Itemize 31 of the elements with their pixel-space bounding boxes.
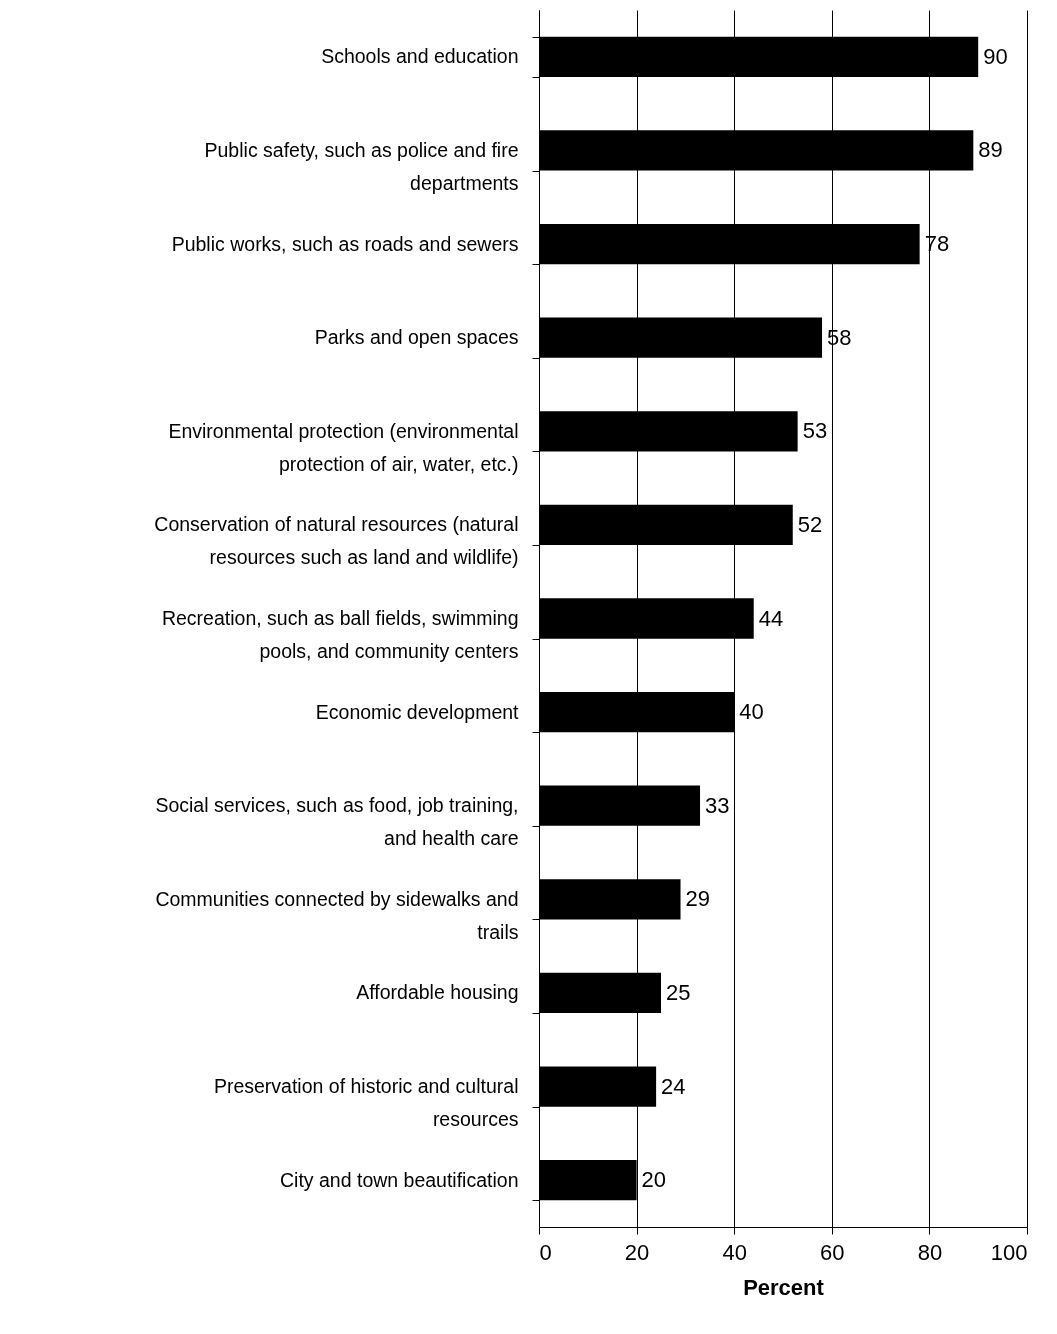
- data-label: 89: [978, 137, 1003, 163]
- data-label: 44: [758, 605, 784, 631]
- y-tick-label: Economic development: [315, 700, 520, 723]
- data-label: 24: [661, 1073, 686, 1099]
- y-tick-label: Preservation of historic and cultural resources: [213, 1075, 519, 1131]
- data-label: 33: [705, 792, 730, 818]
- y-tick-label: Public safety, such as police and fire departments: [204, 138, 519, 194]
- y-tick-label: Affordable housing: [356, 981, 519, 1004]
- y-tick-label: Schools and education: [321, 45, 519, 68]
- data-label: 40: [739, 699, 764, 725]
- y-tick-label: Social services, such as food, job training, and health care: [155, 794, 519, 850]
- x-tick-label: 20: [624, 1239, 650, 1265]
- y-tick-label: City and town beautification: [280, 1168, 519, 1191]
- x-tick-label: 60: [820, 1239, 845, 1265]
- x-axis-title: Percent: [743, 1274, 825, 1300]
- data-label: 53: [802, 418, 828, 444]
- data-label: 20: [641, 1167, 667, 1193]
- y-tick-label: Communities connected by sidewalks and trails: [155, 887, 519, 943]
- y-tick-label: Parks and open spaces: [314, 326, 519, 349]
- x-tick-label: 80: [917, 1239, 943, 1265]
- data-label: 52: [797, 511, 823, 537]
- x-tick-label: 0: [539, 1239, 552, 1265]
- y-tick-label: Conservation of natural resources (natural resources such as land and wildlife): [154, 513, 519, 569]
- data-label: 29: [685, 886, 710, 912]
- data-label: 25: [666, 979, 691, 1005]
- y-tick-label: Recreation, such as ball fields, swimming pools, and community centers: [161, 607, 519, 662]
- data-label: 90: [983, 43, 1008, 69]
- y-tick-label: Environmental protection (environmental protection of air, water, etc.): [168, 419, 519, 475]
- x-tick-label: 40: [722, 1239, 747, 1265]
- x-tick-label: 100: [990, 1239, 1028, 1265]
- y-tick-label: Public works, such as roads and sewers: [171, 232, 519, 255]
